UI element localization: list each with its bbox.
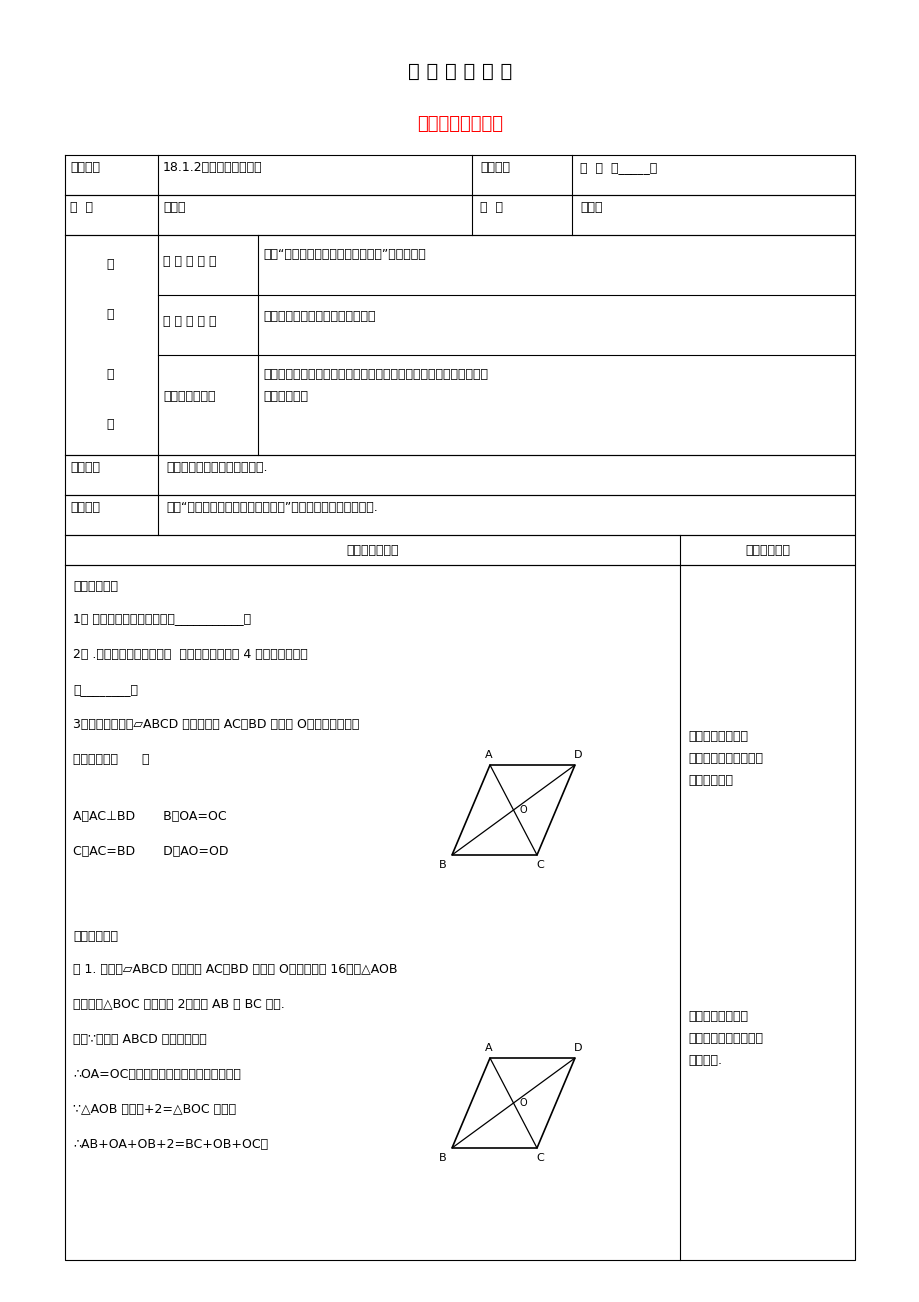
Text: 多媒体: 多媒体: [163, 201, 186, 214]
Text: 归纳知识，加强理解并: 归纳知识，加强理解并: [687, 1032, 762, 1046]
Text: 情感态度价值观: 情感态度价值观: [163, 391, 215, 404]
Text: D: D: [573, 1043, 582, 1053]
Text: O: O: [519, 1098, 527, 1108]
Text: C: C: [536, 861, 543, 870]
Text: 能综合运用平行四边形的性质解决平行四边形的有关计算问题，和简: 能综合运用平行四边形的性质解决平行四边形的有关计算问题，和简: [263, 368, 487, 381]
Text: B: B: [438, 1154, 447, 1163]
Text: 二、例题解析: 二、例题解析: [73, 930, 118, 943]
Text: ∴AB+OA+OB+2=BC+OB+OC，: ∴AB+OA+OB+2=BC+OB+OC，: [73, 1138, 267, 1151]
Text: 月  日  第_____节: 月 日 第_____节: [579, 161, 656, 174]
Text: 精 品 数 学 文 档: 精 品 数 学 文 档: [407, 62, 512, 81]
Text: 帮助记忆.: 帮助记忆.: [687, 1055, 721, 1068]
Text: 3、如图所示，在▱ABCD 中，对角线 AC、BD 交于点 O，下列式子中一: 3、如图所示，在▱ABCD 中，对角线 AC、BD 交于点 O，下列式子中一: [73, 717, 359, 730]
Text: 的周长比△BOC 的周长小 2，求边 AB 和 BC 的长.: 的周长比△BOC 的周长小 2，求边 AB 和 BC 的长.: [73, 999, 285, 1010]
Text: A: A: [484, 750, 493, 760]
Text: 积________。: 积________。: [73, 684, 138, 697]
Text: D: D: [573, 750, 582, 760]
Text: 让学生通过自主探: 让学生通过自主探: [687, 730, 747, 743]
Text: 掌握“平行四边形的对角线互相平分”的性质定理: 掌握“平行四边形的对角线互相平分”的性质定理: [263, 247, 425, 260]
Text: 知 识 与 技 能: 知 识 与 技 能: [163, 255, 216, 268]
Text: 定成立的是（      ）: 定成立的是（ ）: [73, 753, 150, 766]
Text: 教学内容与过程: 教学内容与过程: [346, 543, 398, 556]
Text: 18.1.2平行四边形的性质: 18.1.2平行四边形的性质: [163, 161, 262, 174]
Text: ∵△AOB 的周长+2=△BOC 的周长: ∵△AOB 的周长+2=△BOC 的周长: [73, 1103, 236, 1116]
Text: A: A: [484, 1043, 493, 1053]
Text: 自主探究，归纳总结，交流合作，: 自主探究，归纳总结，交流合作，: [263, 310, 375, 323]
Text: 平行四边形的对角线互相平分.: 平行四边形的对角线互相平分.: [165, 461, 267, 474]
Text: 析解决问题。: 析解决问题。: [687, 773, 732, 786]
Text: 一、复习回顾: 一、复习回顾: [73, 579, 118, 592]
Text: 教法学法设计: 教法学法设计: [744, 543, 789, 556]
Text: 课  型: 课 型: [480, 201, 503, 214]
Text: 例 1. 如图，▱ABCD 的对角线 AC、BD 交于点 O，其周长为 16，且△AOB: 例 1. 如图，▱ABCD 的对角线 AC、BD 交于点 O，其周长为 16，且…: [73, 963, 397, 976]
Text: O: O: [519, 805, 527, 815]
Text: 教学重点: 教学重点: [70, 461, 100, 474]
Text: 教材内容: 教材内容: [70, 161, 100, 174]
Text: 新授课: 新授课: [579, 201, 602, 214]
Text: 过 程 与 方 法: 过 程 与 方 法: [163, 315, 216, 328]
Text: 鼓励学生自主总结: 鼓励学生自主总结: [687, 1010, 747, 1023]
Text: 究，发现问题并学会分: 究，发现问题并学会分: [687, 753, 762, 766]
Text: 平行四边形的性质: 平行四边形的性质: [416, 115, 503, 133]
Text: 教: 教: [106, 258, 113, 271]
Text: 2、 .平行四边形的对角线把  平行四边形分成的 4 个小三角形的面: 2、 .平行四边形的对角线把 平行四边形分成的 4 个小三角形的面: [73, 648, 308, 661]
Text: A．AC⊥BD       B．OA=OC: A．AC⊥BD B．OA=OC: [73, 810, 226, 823]
Text: 教学难点: 教学难点: [70, 501, 100, 514]
Text: 教  具: 教 具: [70, 201, 93, 214]
Text: ∴OA=OC（平行四边形的对角线互相平分）: ∴OA=OC（平行四边形的对角线互相平分）: [73, 1068, 241, 1081]
Text: 单的证明题，: 单的证明题，: [263, 391, 308, 404]
Text: 运用“平行四边形的对角线互相平分”这一性质解决简单的问题.: 运用“平行四边形的对角线互相平分”这一性质解决简单的问题.: [165, 501, 378, 514]
Text: 标: 标: [106, 418, 113, 431]
Text: 学: 学: [106, 309, 113, 322]
Text: 解：∵四边形 ABCD 是平行四边形: 解：∵四边形 ABCD 是平行四边形: [73, 1032, 207, 1046]
Text: C．AC=BD       D．AO=OD: C．AC=BD D．AO=OD: [73, 845, 228, 858]
Text: 上课时间: 上课时间: [480, 161, 509, 174]
Text: B: B: [438, 861, 447, 870]
Text: C: C: [536, 1154, 543, 1163]
Text: 目: 目: [106, 368, 113, 381]
Text: 1、 平行四边形的对角线互相___________。: 1、 平行四边形的对角线互相___________。: [73, 612, 251, 625]
